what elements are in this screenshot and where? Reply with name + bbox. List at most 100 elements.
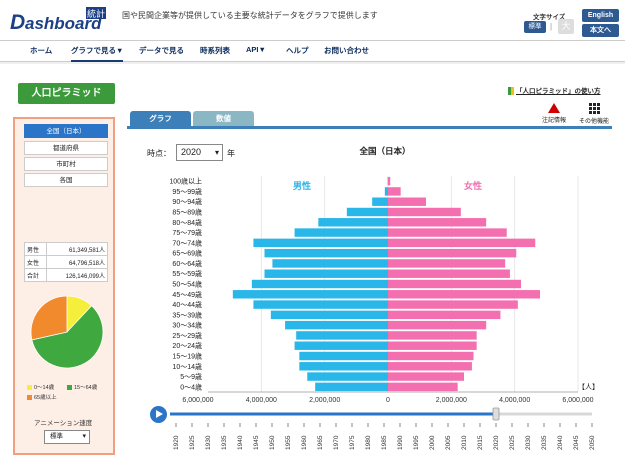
female-bar (388, 279, 521, 289)
pie-slice (30, 295, 68, 341)
age-composition-pie (30, 295, 104, 369)
female-bar (388, 259, 506, 268)
timeline-slider[interactable]: 1920 1925 1930 1935 1940 1945 1950 1955 1960 1965… (170, 407, 596, 450)
dashboard-logo[interactable]: D ashbo ard 統計 (8, 5, 116, 35)
age-group-label: 100歳以上 (169, 177, 202, 186)
nav-home[interactable]: ホーム (30, 46, 53, 55)
nav-api[interactable]: API▼ (246, 45, 266, 54)
x-tick-label: 2,000,000 (436, 397, 467, 404)
nav-graph[interactable]: グラフで見る▼ (71, 45, 124, 62)
region-prefecture[interactable]: 都道府県 (24, 141, 108, 155)
timeline-year-label: 1990 (397, 435, 404, 450)
page-title-button[interactable]: 人口ピラミッド (18, 83, 115, 104)
male-bar (299, 351, 388, 361)
legend-swatch (27, 385, 32, 391)
timeline-handle[interactable] (492, 407, 500, 421)
nav-contact[interactable]: お問い合わせ (324, 46, 369, 55)
font-size-large-button[interactable]: 大 (558, 19, 574, 34)
timeline-year-label: 2020 (493, 435, 500, 450)
male-bar (253, 238, 388, 248)
nav-timeseries[interactable]: 時系列表 (200, 46, 230, 55)
female-bar (388, 341, 477, 350)
age-group-label: 15〜19歳 (172, 352, 202, 361)
year-suffix: 年 (227, 149, 235, 158)
tab-values[interactable]: 数値 (193, 111, 254, 126)
nav-help[interactable]: ヘルプ (286, 46, 309, 55)
svg-text:ashbo: ashbo (25, 14, 75, 33)
x-tick-label: 4,000,000 (246, 397, 277, 404)
age-group-label: 75〜79歳 (172, 228, 202, 237)
play-button[interactable] (150, 406, 167, 423)
female-bar (388, 331, 477, 340)
pie-legend-working: 15〜64歳 (67, 383, 97, 391)
age-group-label: 70〜74歳 (172, 238, 202, 247)
female-bar (388, 372, 464, 381)
male-bar (307, 372, 388, 381)
howto-link[interactable]: 「人口ピラミッド」の使い方 (508, 85, 601, 96)
timeline-year-label: 1985 (381, 435, 388, 450)
pie-legend-elderly: 65歳以上 (27, 393, 57, 401)
male-bar (251, 279, 388, 289)
pie-slice (31, 305, 104, 369)
svg-text:D: D (10, 11, 25, 34)
male-bar (294, 341, 388, 350)
timeline-year-label: 1975 (349, 435, 356, 450)
region-countries[interactable]: 各国 (24, 173, 108, 187)
male-bar (270, 310, 388, 320)
age-group-label: 30〜34歳 (172, 321, 202, 330)
font-size-standard-button[interactable]: 標準 (524, 21, 546, 33)
notes-label: 注記情報 (541, 118, 566, 124)
tab-graph[interactable]: グラフ (130, 111, 191, 126)
stat-label: 女性 (24, 255, 47, 269)
timeline-year-label: 1995 (413, 435, 420, 450)
unit-label: 【人】 (578, 383, 599, 391)
age-group-label: 60〜64歳 (172, 259, 202, 268)
year-select[interactable]: 2020 (176, 144, 223, 161)
timeline-year-label: 1945 (253, 435, 260, 450)
age-group-label: 65〜69歳 (172, 249, 202, 258)
main-nav: ホーム グラフで見る▼ データで見る 時系列表 API▼ ヘルプ お問い合わせ (0, 40, 625, 62)
female-bar (388, 218, 487, 227)
age-group-label: 95〜99歳 (172, 187, 202, 196)
stat-label: 男性 (24, 242, 47, 256)
font-size-label: 文字サイズ (533, 14, 566, 21)
english-button[interactable]: English (582, 9, 619, 22)
other-functions-button[interactable]: その他機能 (572, 103, 616, 125)
stat-value: 126,146,099人 (46, 268, 108, 282)
male-bar (318, 218, 388, 227)
region-national[interactable]: 全国（日本） (24, 124, 108, 138)
age-group-label: 20〜24歳 (172, 341, 202, 350)
nav-shadow (0, 62, 625, 64)
site-header: D ashbo ard 統計 国や民間企業等が提供している主要な統計データをグラ… (0, 0, 625, 40)
animation-speed-select[interactable]: 標準 (44, 430, 90, 444)
female-bar (388, 290, 540, 299)
timeline-year-label: 2005 (445, 435, 452, 450)
timeline-year-label: 2040 (557, 435, 564, 450)
male-bar (285, 320, 388, 330)
nav-data[interactable]: データで見る (139, 46, 184, 55)
stat-value: 61,349,581人 (46, 242, 108, 256)
table-row: 女性 64,796,518人 (24, 255, 108, 269)
timeline-year-label: 2010 (461, 435, 468, 450)
female-label: 女性 (464, 180, 482, 191)
timeline-year-label: 2000 (429, 435, 436, 450)
timeline-year-label: 1970 (333, 435, 340, 450)
male-label: 男性 (293, 180, 311, 191)
timeline-year-label: 1965 (317, 435, 324, 450)
male-bar (264, 248, 388, 258)
male-bar (299, 362, 388, 371)
region-municipality[interactable]: 市町村 (24, 157, 108, 171)
warning-icon (548, 103, 560, 113)
timeline-year-label: 1960 (301, 435, 308, 450)
animation-speed-label: アニメーション速度 (34, 420, 93, 427)
female-bar (388, 362, 472, 371)
male-bar (264, 269, 388, 278)
skip-to-content-button[interactable]: 本文へ (582, 24, 619, 37)
female-bar (388, 187, 401, 196)
stat-value: 64,796,518人 (46, 255, 108, 269)
other-functions-label: その他機能 (578, 119, 609, 125)
notes-button[interactable]: 注記情報 (536, 103, 572, 124)
x-tick-label: 4,000,000 (499, 397, 530, 404)
male-bar (253, 300, 388, 309)
male-bar (372, 197, 388, 206)
